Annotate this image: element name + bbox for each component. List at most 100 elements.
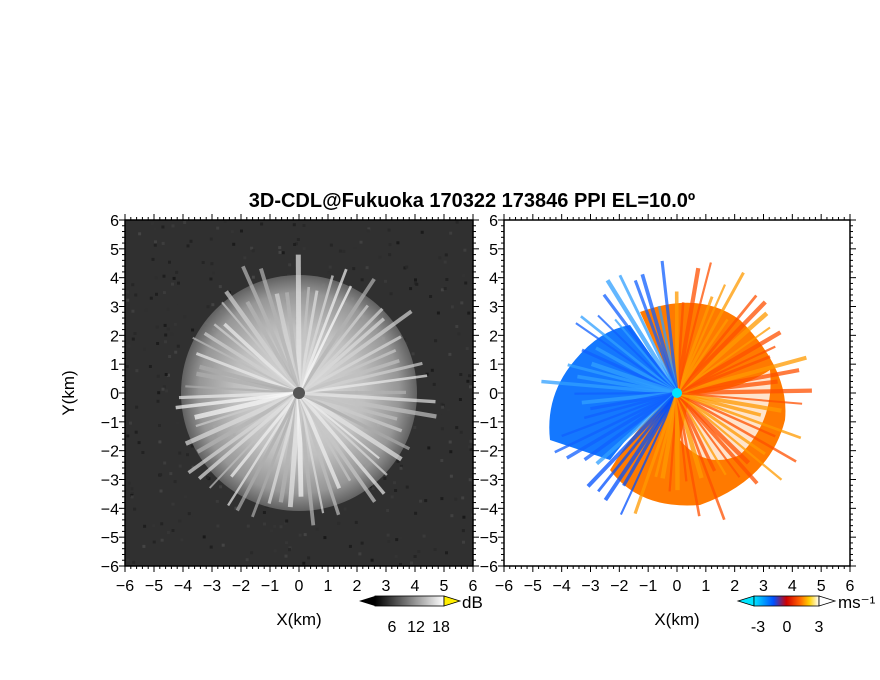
snr-noise-speckle — [440, 459, 444, 462]
velocity-colorbar-under-arrow — [736, 595, 755, 607]
snr-noise-speckle — [449, 231, 453, 235]
snr-noise-speckle — [161, 241, 165, 245]
snr-noise-speckle — [384, 279, 387, 283]
snr-noise-speckle — [234, 506, 238, 510]
snr-noise-speckle — [417, 550, 421, 553]
snr-noise-speckle — [132, 560, 136, 564]
velocity-ray — [675, 392, 717, 472]
snr-noise-speckle — [413, 426, 417, 429]
y-tick-label: 1 — [110, 357, 119, 374]
snr-noise-speckle — [211, 303, 215, 307]
snr-noise-speckle — [323, 536, 327, 540]
snr-noise-speckle — [150, 221, 154, 225]
snr-noise-speckle — [155, 292, 158, 296]
snr-ray — [297, 392, 342, 489]
velocity-ray — [675, 300, 767, 395]
snr-noise-speckle — [429, 295, 433, 298]
x-tick-label: 1 — [324, 578, 333, 595]
snr-noise-speckle — [450, 514, 454, 518]
snr-noise-speckle — [449, 450, 453, 454]
snr-noise-speckle — [201, 261, 205, 264]
snr-noise-speckle — [371, 487, 375, 491]
snr-noise-speckle — [127, 364, 131, 368]
lidar-site-marker-velocity — [672, 388, 682, 398]
snr-noise-speckle — [125, 388, 128, 392]
snr-noise-speckle — [171, 282, 174, 286]
velocity-colorbar: -3 0 3 ms⁻¹ — [736, 593, 876, 636]
snr-noise-speckle — [440, 497, 444, 501]
velocity-ray — [541, 379, 678, 395]
snr-noise-speckle — [137, 441, 141, 445]
y-tick-label: −3 — [101, 473, 119, 490]
snr-noise-speckle — [287, 273, 290, 277]
snr-ray — [251, 392, 301, 518]
snr-noise-speckle — [186, 244, 190, 248]
snr-noise-speckle — [245, 558, 249, 562]
snr-noise-speckle — [393, 481, 396, 485]
snr-ray — [298, 392, 388, 476]
snr-ray — [297, 290, 319, 394]
snr-noise-speckle — [386, 490, 390, 494]
velocity-ray — [676, 391, 802, 440]
snr-noise-speckle — [250, 551, 254, 555]
snr-noise-speckle — [465, 347, 469, 351]
snr-noise-speckle — [461, 529, 465, 533]
y-tick-label: −2 — [480, 444, 498, 461]
snr-noise-speckle — [454, 497, 458, 501]
snr-noise-speckle — [251, 249, 255, 253]
velocity-ray — [605, 279, 679, 395]
snr-noise-speckle — [134, 430, 138, 434]
y-tick-label: 2 — [110, 328, 119, 345]
snr-noise-speckle — [133, 507, 137, 511]
snr-noise-speckle — [209, 237, 213, 241]
velocity-ray — [675, 271, 745, 394]
lidar-site-marker — [293, 387, 305, 399]
snr-noise-speckle — [467, 311, 471, 315]
snr-noise-speckle — [178, 464, 182, 468]
x-tick-label: −1 — [261, 578, 279, 595]
velocity-ray — [633, 279, 679, 394]
snr-noise-speckle — [218, 285, 222, 289]
snr-noise-speckle — [462, 274, 466, 278]
snr-noise-speckle — [143, 347, 146, 351]
y-tick-label: 5 — [489, 242, 498, 259]
snr-ray — [297, 277, 376, 395]
snr-noise-speckle — [400, 464, 403, 468]
snr-noise-speckle — [327, 271, 331, 275]
snr-noise-speckle — [288, 263, 292, 267]
snr-noise-speckle — [444, 253, 448, 257]
snr-noise-speckle — [303, 533, 307, 537]
y-tick-label: −5 — [480, 530, 498, 547]
snr-noise-speckle — [425, 372, 429, 376]
snr-ray — [298, 358, 400, 395]
x-tick-label: −6 — [116, 578, 134, 595]
snr-ray — [203, 331, 300, 395]
y-tick-label: −2 — [101, 444, 119, 461]
velocity-ray — [660, 260, 679, 394]
snr-noise-speckle — [358, 552, 362, 556]
snr-noise-speckle — [138, 232, 142, 236]
snr-noise-speckle — [411, 352, 415, 356]
snr-noise-speckle — [366, 229, 370, 233]
snr-noise-speckle — [187, 512, 191, 516]
velocity-ray — [566, 391, 678, 460]
x-tick-label: −2 — [610, 578, 628, 595]
snr-noise-speckle — [387, 539, 391, 543]
snr-noise-speckle — [457, 332, 461, 336]
snr-noise-speckle — [389, 292, 393, 296]
snr-noise-speckle — [165, 389, 169, 393]
snr-noise-speckle — [387, 228, 391, 232]
velocity-ray — [676, 388, 812, 396]
snr-noise-speckle — [469, 439, 473, 443]
snr-noise-speckle — [279, 525, 283, 529]
snr-noise-speckle — [348, 544, 352, 548]
velocity-ray — [675, 392, 726, 521]
snr-noise-speckle — [153, 243, 157, 247]
snr-noise-speckle — [302, 224, 306, 227]
snr-noise-speckle — [164, 373, 168, 376]
y-tick-label: −3 — [480, 473, 498, 490]
snr-panel — [125, 220, 473, 566]
snr-noise-speckle — [135, 405, 139, 409]
y-tick-label: 6 — [110, 213, 119, 230]
snr-noise-speckle — [246, 524, 250, 528]
